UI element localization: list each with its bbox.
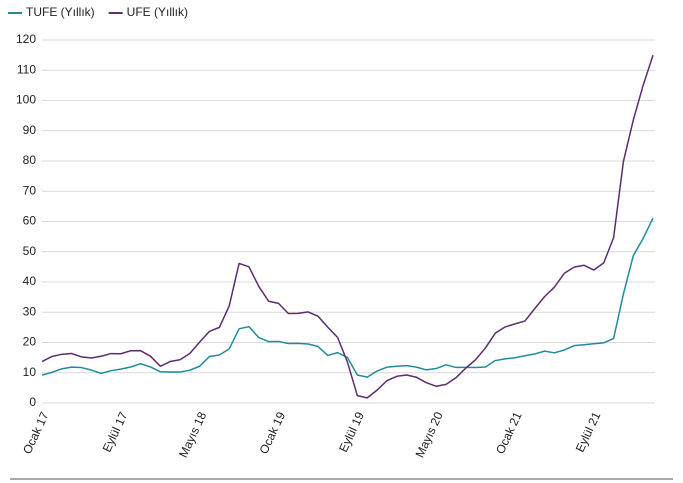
- x-tick-label: Eylül 17: [100, 409, 131, 454]
- x-tick-label: Eylül 19: [336, 409, 367, 454]
- y-tick-label: 60: [23, 214, 37, 228]
- x-tick-label: Ocak 21: [493, 409, 525, 456]
- x-tick-label: Ocak 17: [20, 409, 52, 456]
- x-tick-label: Ocak 19: [257, 409, 289, 456]
- y-tick-label: 80: [23, 153, 37, 167]
- legend-label: TUFE (Yıllık): [26, 5, 95, 19]
- y-tick-label: 0: [29, 395, 36, 409]
- y-tick-label: 30: [23, 304, 37, 318]
- y-tick-label: 40: [23, 274, 37, 288]
- y-tick-label: 120: [16, 32, 36, 46]
- series-line: [41, 217, 654, 378]
- legend-label: UFE (Yıllık): [127, 5, 188, 19]
- y-tick-label: 70: [23, 183, 37, 197]
- y-tick-label: 10: [23, 365, 37, 379]
- y-tick-label: 100: [16, 93, 36, 107]
- x-tick-label: Eylül 21: [573, 409, 604, 454]
- y-tick-label: 50: [23, 244, 37, 258]
- y-tick-label: 90: [23, 123, 37, 137]
- x-tick-label: Mayıs 18: [176, 409, 209, 459]
- y-tick-label: 20: [23, 335, 37, 349]
- series-line: [41, 54, 654, 399]
- x-tick-label: Mayıs 20: [413, 409, 446, 459]
- y-tick-label: 110: [17, 62, 36, 76]
